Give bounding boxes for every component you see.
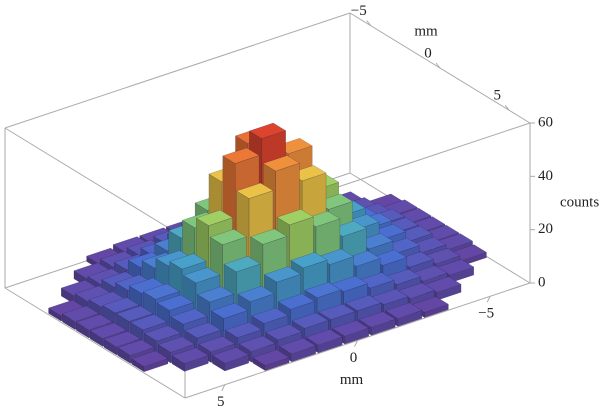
y-axis-label: mm: [414, 23, 438, 39]
bar-top: [61, 305, 100, 322]
bar-top: [290, 252, 328, 269]
bar-top: [223, 256, 261, 273]
bar-top: [250, 228, 288, 245]
bar-top: [262, 155, 300, 172]
x-tick: [354, 340, 358, 347]
bar-top: [131, 350, 169, 367]
bar-top: [236, 182, 274, 199]
y-tick: [435, 62, 441, 69]
bar-top: [184, 322, 222, 339]
x-tick-label: 5: [217, 394, 225, 410]
bar-top: [224, 321, 262, 338]
bar-top: [116, 305, 154, 322]
bar-top: [210, 302, 249, 319]
y-tick-label: −5: [351, 3, 367, 19]
z-tick-label: 40: [538, 168, 553, 184]
bar-top: [330, 275, 369, 292]
bar-top: [278, 337, 317, 354]
bar-top: [128, 277, 167, 294]
bar-top: [88, 291, 126, 308]
bar-top: [89, 322, 127, 339]
bar-top: [436, 259, 475, 276]
bar-top: [73, 262, 111, 279]
bar-top: [169, 253, 207, 270]
bar-top: [222, 147, 260, 164]
bar-top: [211, 347, 250, 364]
bar-top: [143, 325, 182, 342]
bar-top: [252, 349, 290, 366]
bar: [252, 349, 290, 371]
bar-top: [170, 308, 208, 325]
bar-top: [358, 311, 396, 328]
bar-top: [102, 297, 140, 314]
bar-top: [265, 324, 303, 341]
bar-top: [397, 282, 435, 299]
bar-top: [318, 303, 356, 320]
bar-top: [103, 331, 141, 348]
bar-top: [248, 122, 287, 139]
bar-top: [276, 209, 314, 226]
z-tick-label: 20: [538, 221, 553, 237]
bar-top: [209, 228, 247, 245]
bar-top: [171, 347, 209, 364]
bar-top: [305, 329, 343, 346]
bar-top: [75, 314, 114, 331]
y-tick: [366, 20, 372, 27]
bar-top: [48, 299, 86, 316]
bar-top: [238, 335, 276, 352]
bar-top: [237, 285, 275, 302]
x-axis-label: mm: [340, 372, 364, 388]
bar-top: [157, 336, 195, 353]
bar-top: [251, 307, 289, 324]
bar: [278, 337, 317, 363]
box-edge: [4, 287, 186, 399]
bar-top: [196, 286, 235, 303]
y-tick-label: 5: [493, 88, 501, 104]
bar: [211, 347, 250, 372]
bar-top: [183, 267, 221, 284]
z-axis-label: counts: [560, 194, 599, 210]
z-tick-label: 0: [538, 274, 546, 290]
bar-top: [277, 293, 315, 310]
bar-top: [304, 282, 342, 299]
z-tick-label: 60: [538, 114, 553, 130]
box-edge: [4, 12, 351, 129]
x-tick-label: 0: [350, 350, 358, 366]
bar: [131, 350, 169, 373]
bar-top: [424, 276, 462, 293]
bar-top: [198, 336, 236, 353]
bar: [171, 347, 209, 372]
x-tick: [221, 384, 226, 391]
bar-top: [74, 285, 112, 302]
bar-top: [130, 314, 168, 331]
bar-top: [142, 283, 180, 300]
bar-top: [411, 296, 449, 313]
bar-top: [385, 302, 423, 319]
x-tick: [486, 296, 491, 303]
bar-top: [195, 209, 234, 226]
bar-top: [291, 312, 329, 329]
bar-top: [331, 320, 370, 337]
y-tick: [504, 104, 510, 111]
box-edge: [4, 127, 186, 239]
bar-top: [263, 266, 302, 283]
bar-top: [371, 288, 409, 305]
bar-top: [344, 294, 382, 311]
bar-top: [156, 294, 194, 311]
bar-top: [60, 279, 99, 296]
bar-top: [117, 339, 155, 356]
y-tick-label: 0: [424, 45, 432, 61]
x-tick-label: −5: [478, 306, 494, 322]
